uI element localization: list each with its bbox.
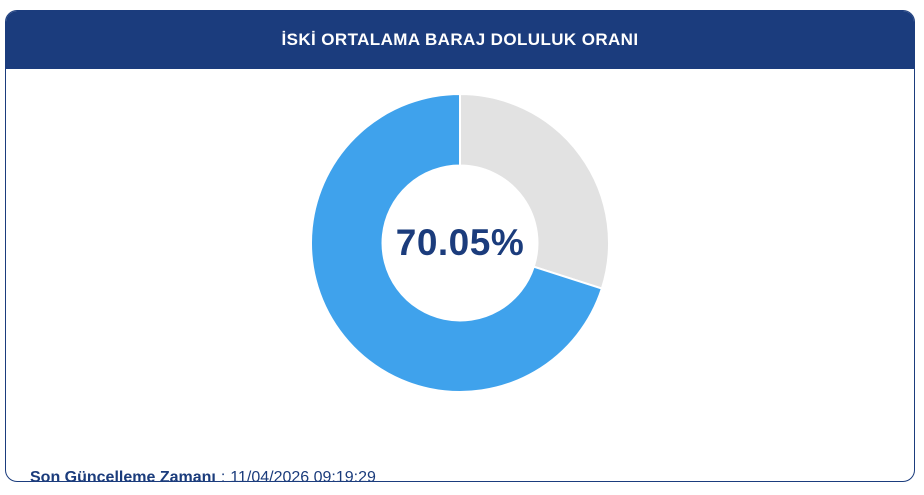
card-body: 70.05% Son Güncelleme Zamanı : 11/04/202… [6, 93, 914, 482]
donut-chart [310, 93, 610, 393]
card-title: İSKİ ORTALAMA BARAJ DOLULUK ORANI [281, 30, 639, 49]
last-update-label: Son Güncelleme Zamanı [30, 469, 216, 482]
card-header: İSKİ ORTALAMA BARAJ DOLULUK ORANI [6, 11, 914, 69]
last-update-value: 11/04/2026 09:19:29 [230, 469, 376, 482]
last-update-row: Son Güncelleme Zamanı : 11/04/2026 09:19… [30, 469, 376, 482]
donut-chart-container: 70.05% [310, 93, 610, 393]
dam-fill-rate-card: İSKİ ORTALAMA BARAJ DOLULUK ORANI 70.05%… [5, 10, 915, 482]
donut-slice [459, 93, 610, 290]
last-update-separator: : [220, 469, 226, 482]
donut-slice [310, 93, 603, 393]
